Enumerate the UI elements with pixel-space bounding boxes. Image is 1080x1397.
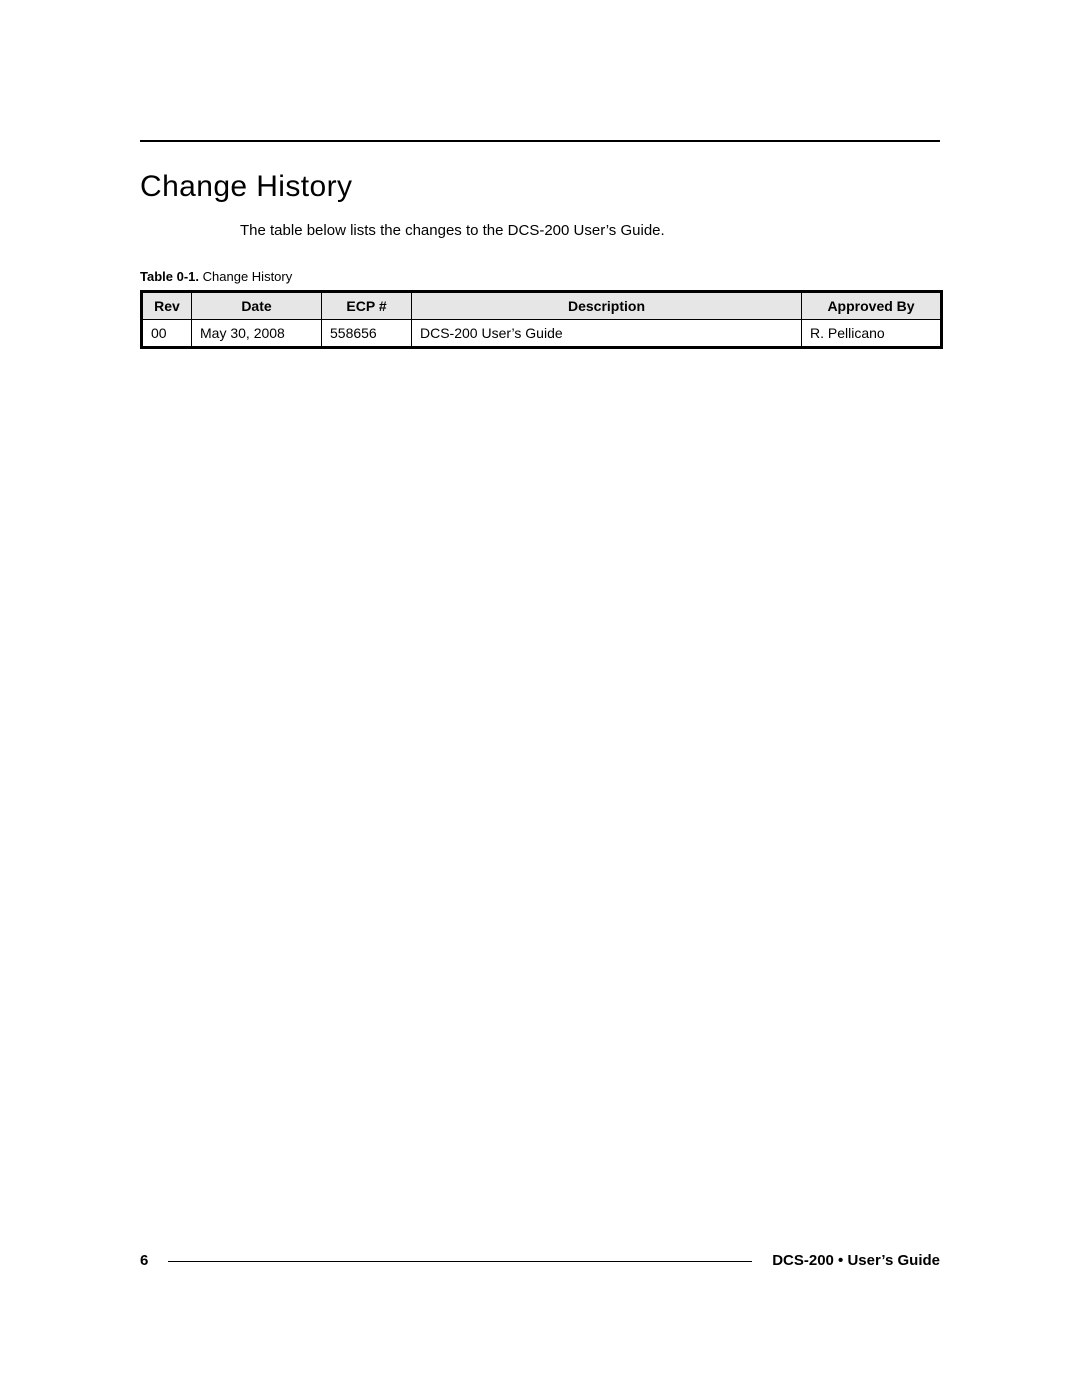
- table-caption-label: Table 0-1.: [140, 269, 199, 284]
- change-history-table: RevDateECP #DescriptionApproved By 00May…: [140, 290, 943, 349]
- table-header-cell: ECP #: [322, 292, 412, 320]
- page-footer: 6 DCS-200 • User’s Guide: [140, 1252, 940, 1269]
- table-caption-text: Change History: [203, 269, 293, 284]
- table-cell: DCS-200 User’s Guide: [412, 320, 802, 348]
- table-head: RevDateECP #DescriptionApproved By: [142, 292, 942, 320]
- table-header-row: RevDateECP #DescriptionApproved By: [142, 292, 942, 320]
- table-header-cell: Description: [412, 292, 802, 320]
- table-header-cell: Date: [192, 292, 322, 320]
- table-cell: R. Pellicano: [802, 320, 942, 348]
- footer-doc-title: DCS-200 • User’s Guide: [772, 1252, 940, 1269]
- table-body: 00May 30, 2008558656DCS-200 User’s Guide…: [142, 320, 942, 348]
- section-title: Change History: [140, 170, 940, 204]
- table-header-cell: Rev: [142, 292, 192, 320]
- footer-rule: [168, 1261, 752, 1262]
- table-row: 00May 30, 2008558656DCS-200 User’s Guide…: [142, 320, 942, 348]
- top-rule: [140, 140, 940, 142]
- section-intro: The table below lists the changes to the…: [240, 222, 940, 239]
- page-number: 6: [140, 1252, 148, 1269]
- page-content: Change History The table below lists the…: [140, 140, 940, 349]
- table-cell: May 30, 2008: [192, 320, 322, 348]
- table-cell: 00: [142, 320, 192, 348]
- table-caption: Table 0-1. Change History: [140, 269, 940, 284]
- table-header-cell: Approved By: [802, 292, 942, 320]
- table-cell: 558656: [322, 320, 412, 348]
